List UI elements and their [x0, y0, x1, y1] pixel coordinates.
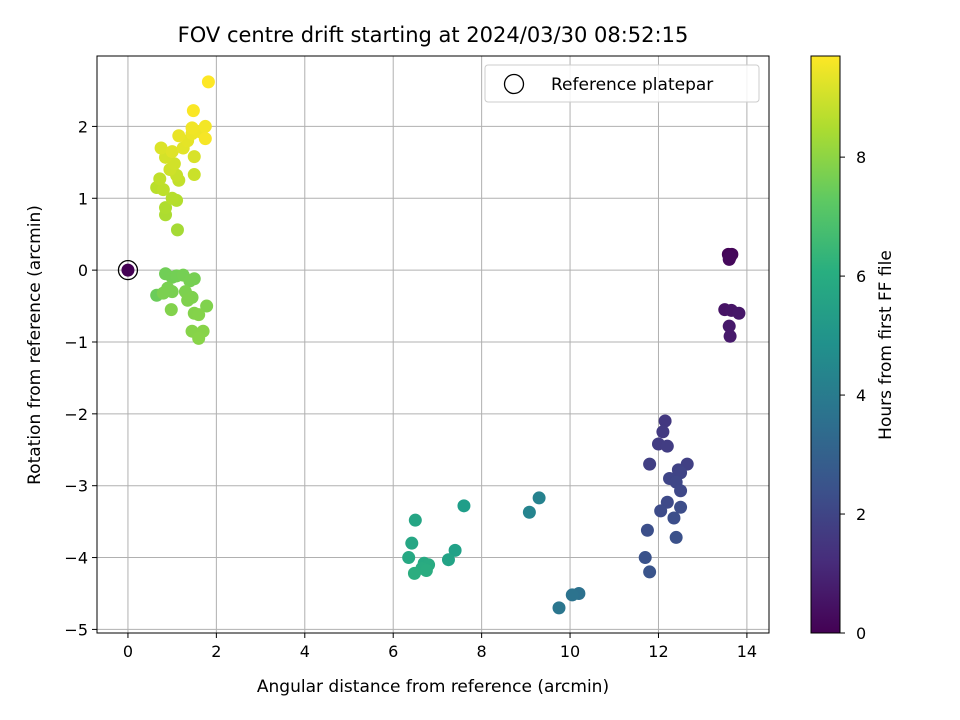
x-tick-label: 2 [211, 642, 221, 661]
data-point [552, 601, 566, 615]
x-tick-label: 10 [560, 642, 580, 661]
colorbar-label: Hours from first FF file [876, 250, 896, 440]
data-point [722, 319, 736, 333]
data-point [723, 329, 737, 343]
data-point [674, 500, 688, 514]
data-point [165, 191, 179, 205]
data-point [185, 121, 199, 135]
data-point [669, 530, 683, 544]
chart-title: FOV centre drift starting at 2024/03/30 … [178, 23, 689, 47]
x-tick-label: 4 [300, 642, 310, 661]
data-point [200, 299, 214, 313]
reference-platepar-marker [117, 259, 139, 281]
data-point [643, 457, 657, 471]
reference-marker [117, 259, 139, 281]
data-point [164, 303, 178, 317]
data-point [156, 183, 170, 197]
data-point [402, 551, 416, 565]
data-point [522, 505, 536, 519]
data-point [153, 172, 167, 186]
data-point [187, 168, 201, 182]
colorbar-tick-label: 0 [856, 624, 866, 643]
data-point [187, 150, 201, 164]
x-tick-label: 14 [737, 642, 757, 661]
colorbar-tick-label: 2 [856, 505, 866, 524]
y-tick-label: −3 [64, 477, 88, 496]
data-point [165, 145, 179, 159]
data-point [565, 588, 579, 602]
reference-data-point [121, 263, 135, 277]
data-point [638, 551, 652, 565]
y-axis-ticks: −5 −4 −3 −2 −1 0 1 2 [64, 117, 97, 639]
y-tick-label: −1 [64, 333, 88, 352]
data-point [170, 223, 184, 237]
colorbar-tick-label: 4 [856, 386, 866, 405]
data-point [186, 104, 200, 118]
legend-box [484, 64, 760, 103]
plot-frame [96, 55, 770, 634]
y-tick-label: 1 [78, 189, 88, 208]
colorbar-gradient [810, 55, 841, 634]
data-point [660, 439, 674, 453]
data-point [722, 252, 736, 266]
data-point [183, 274, 197, 288]
data-point [448, 543, 462, 557]
y-tick-label: −5 [64, 620, 88, 639]
data-point [405, 536, 419, 550]
data-point [654, 504, 668, 518]
x-tick-label: 6 [388, 642, 398, 661]
data-point [172, 129, 186, 143]
data-point [640, 523, 654, 537]
data-point [192, 331, 206, 345]
data-point [159, 201, 173, 215]
x-tick-label: 8 [477, 642, 487, 661]
y-tick-label: 2 [78, 117, 88, 136]
data-point [192, 308, 206, 322]
x-axis-label: Angular distance from reference (arcmin) [257, 677, 609, 697]
colorbar: 0 2 4 6 8 Hours from first FF file [810, 55, 896, 643]
legend-entry-reference: Reference platepar [551, 75, 713, 95]
x-axis-ticks: 0 2 4 6 8 10 12 14 [123, 633, 757, 661]
data-point [408, 513, 422, 527]
y-tick-label: 0 [78, 261, 88, 280]
data-point [674, 484, 688, 498]
data-point [667, 511, 681, 525]
data-point [156, 286, 170, 300]
colorbar-ticks: 0 2 4 6 8 [840, 148, 866, 643]
data-point [201, 75, 215, 89]
data-point [181, 293, 195, 307]
data-point [732, 306, 746, 320]
y-tick-label: −2 [64, 405, 88, 424]
data-point [198, 132, 212, 146]
data-point [419, 563, 433, 577]
grid-lines [97, 56, 769, 633]
data-point [407, 566, 421, 580]
x-tick-label: 12 [648, 642, 668, 661]
data-point [656, 425, 670, 439]
data-point [441, 553, 455, 567]
colorbar-tick-label: 6 [856, 267, 866, 286]
data-point [198, 119, 212, 133]
data-point [643, 565, 657, 579]
data-point [658, 414, 672, 428]
colorbar-tick-label: 8 [856, 148, 866, 167]
x-tick-label: 0 [123, 642, 133, 661]
data-point [457, 499, 471, 513]
data-point [154, 141, 168, 155]
y-axis-label: Rotation from reference (arcmin) [25, 205, 45, 485]
data-point [532, 491, 546, 505]
legend: Reference platepar [484, 64, 760, 103]
scatter-points [150, 75, 746, 615]
legend-marker-reference [503, 73, 525, 95]
y-tick-label: −4 [64, 549, 88, 568]
